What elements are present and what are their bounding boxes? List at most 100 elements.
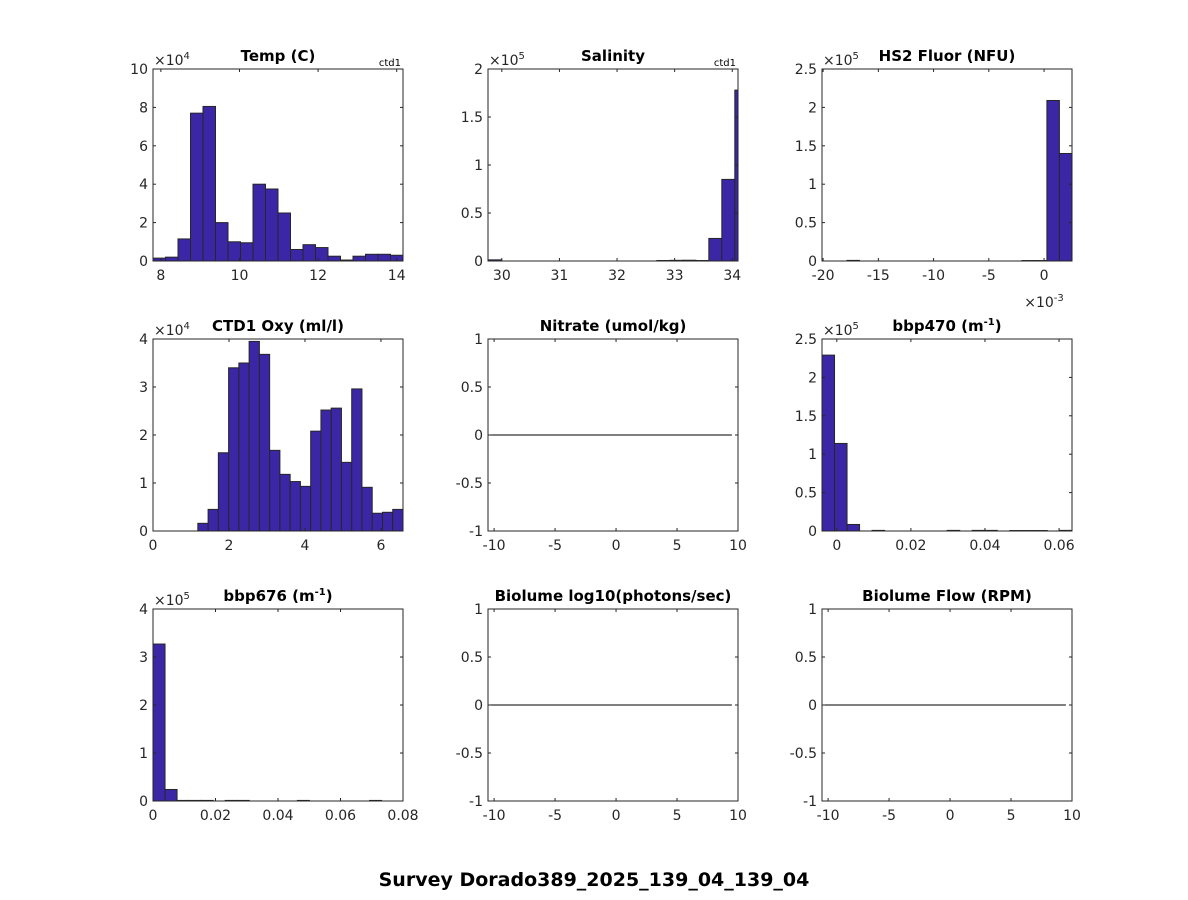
y-tick-label: 1 — [139, 476, 148, 492]
y-tick-label: 1.5 — [795, 409, 817, 425]
x-tick-label: 8 — [156, 268, 165, 284]
x-tick-label: 0.02 — [200, 808, 231, 824]
subplot-title: Nitrate (umol/kg) — [540, 317, 687, 335]
y-tick-label: 1.5 — [461, 110, 483, 126]
histogram-bar — [392, 508, 404, 532]
y-tick-label: 1 — [474, 332, 483, 348]
y-tick-label: 0.5 — [795, 216, 817, 232]
y-tick-label: 2 — [139, 698, 148, 714]
subplot-5: -10 -5 0 5 10 -1 -0.5 0 0.5 1 Nitrate (umol/kg) — [456, 317, 747, 554]
x-tick-label: 31 — [551, 268, 569, 284]
title-end: ) — [326, 587, 333, 605]
x-tick-label: 10 — [729, 808, 747, 824]
y-tick-label: 4 — [139, 602, 148, 618]
exponent-power: 5 — [184, 591, 190, 602]
title-text: bbp470 (m — [892, 317, 983, 335]
exponent-base: ×10 — [154, 593, 184, 609]
y-tick-label: 0 — [139, 524, 148, 540]
y-tick-label: 4 — [139, 177, 148, 193]
y-exponent-label: ×104 — [154, 321, 190, 339]
histogram-bar — [721, 178, 736, 262]
histogram-bar — [821, 354, 836, 532]
histogram-bar — [310, 430, 322, 532]
x-tick-label: 30 — [493, 268, 511, 284]
histogram-bar — [365, 253, 379, 262]
y-tick-label: 0.5 — [795, 486, 817, 502]
x-tick-label: 5 — [1007, 808, 1016, 824]
histogram-bar — [202, 105, 216, 262]
y-tick-label: 1 — [474, 602, 483, 618]
y-tick-label: -0.5 — [790, 746, 817, 762]
exponent-power: 4 — [184, 51, 190, 62]
x-tick-label: -5 — [982, 268, 996, 284]
y-exponent-label: ×105 — [154, 591, 190, 609]
exponent-power: 5 — [853, 321, 859, 332]
x-tick-label: 0.08 — [387, 808, 418, 824]
y-tick-label: 0.5 — [461, 650, 483, 666]
histogram-bar — [277, 212, 291, 262]
y-tick-label: 8 — [139, 100, 148, 116]
title-text: CTD1 Oxy (ml/l) — [212, 317, 344, 335]
histogram-bar — [207, 508, 219, 532]
subplot-title: Biolume log10(photons/sec) — [495, 587, 732, 605]
histogram-bar — [708, 237, 723, 262]
y-tick-label: 6 — [139, 139, 148, 155]
y-tick-label: 2.5 — [795, 332, 817, 348]
histogram-bar — [240, 242, 254, 262]
exponent-base: ×10 — [154, 53, 184, 69]
histogram-bar — [164, 788, 178, 802]
y-tick-label: 0.5 — [795, 650, 817, 666]
y-tick-label: 2 — [808, 370, 817, 386]
y-tick-label: 1 — [808, 447, 817, 463]
subplot-6: 0 0.02 0.04 0.06 0 0.5 1 1.5 2 2.5 bbp470 (m-1) ×10… — [795, 317, 1075, 554]
x-tick-label: 0 — [612, 808, 621, 824]
subplot-9: -10 -5 0 5 10 -1 -0.5 0 0.5 1 Biolume Flow (RPM) — [790, 587, 1081, 824]
histogram-bar — [846, 523, 861, 532]
histogram-bar — [279, 473, 291, 532]
x-tick-label: 5 — [673, 538, 682, 554]
x-tick-label: 0 — [149, 808, 158, 824]
subplot-8: -10 -5 0 5 10 -1 -0.5 0 0.5 1 Biolume log10(photon… — [456, 587, 747, 824]
histogram-bar — [165, 256, 179, 262]
histogram-bar — [252, 183, 266, 262]
histogram-bar — [1058, 152, 1073, 262]
x-tick-label: 33 — [666, 268, 684, 284]
y-exponent-label: ×105 — [489, 51, 525, 69]
x-tick-label: 0 — [612, 538, 621, 554]
x-tick-label: -10 — [483, 808, 506, 824]
x-tick-label: 5 — [673, 808, 682, 824]
x-tick-label: 34 — [723, 268, 741, 284]
x-tick-label: 2 — [225, 538, 234, 554]
subplot-title: bbp470 (m-1) — [892, 317, 1001, 335]
histogram-bar — [834, 442, 848, 532]
y-tick-label: -1 — [803, 794, 817, 810]
title-end: ) — [995, 317, 1002, 335]
histogram-bar — [381, 511, 394, 532]
title-text: Biolume Flow (RPM) — [862, 587, 1032, 605]
x-tick-label: 4 — [301, 538, 310, 554]
x-tick-label: 0.04 — [969, 538, 1000, 554]
y-tick-label: 0 — [139, 794, 148, 810]
y-tick-label: 1 — [139, 746, 148, 762]
axes-box — [821, 68, 1073, 262]
subplot-3: -20 -15 -10 -5 0 0 0.5 1 1.5 2 2.5 HS2 Fluor (NFU) ×… — [795, 47, 1073, 311]
y-tick-label: 1 — [474, 158, 483, 174]
y-tick-label: 2 — [139, 216, 148, 232]
histogram-bar — [340, 461, 353, 532]
subplot-title: CTD1 Oxy (ml/l) — [212, 317, 344, 335]
exponent-base: ×10 — [823, 53, 853, 69]
subplot-title: bbp676 (m-1) — [223, 587, 332, 605]
x-tick-label: 0.06 — [325, 808, 356, 824]
y-tick-label: 3 — [139, 380, 148, 396]
x-tick-label: -5 — [548, 808, 562, 824]
x-exponent-label: ×10-3 — [1024, 293, 1064, 311]
x-tick-label: 0.04 — [262, 808, 293, 824]
y-tick-label: -0.5 — [456, 476, 483, 492]
x-tick-label: 0 — [832, 538, 841, 554]
y-tick-label: 1 — [808, 177, 817, 193]
histogram-bar — [215, 222, 229, 262]
title-text: Nitrate (umol/kg) — [540, 317, 687, 335]
x-tick-label: 14 — [388, 268, 406, 284]
subplot-title: HS2 Fluor (NFU) — [879, 47, 1016, 65]
